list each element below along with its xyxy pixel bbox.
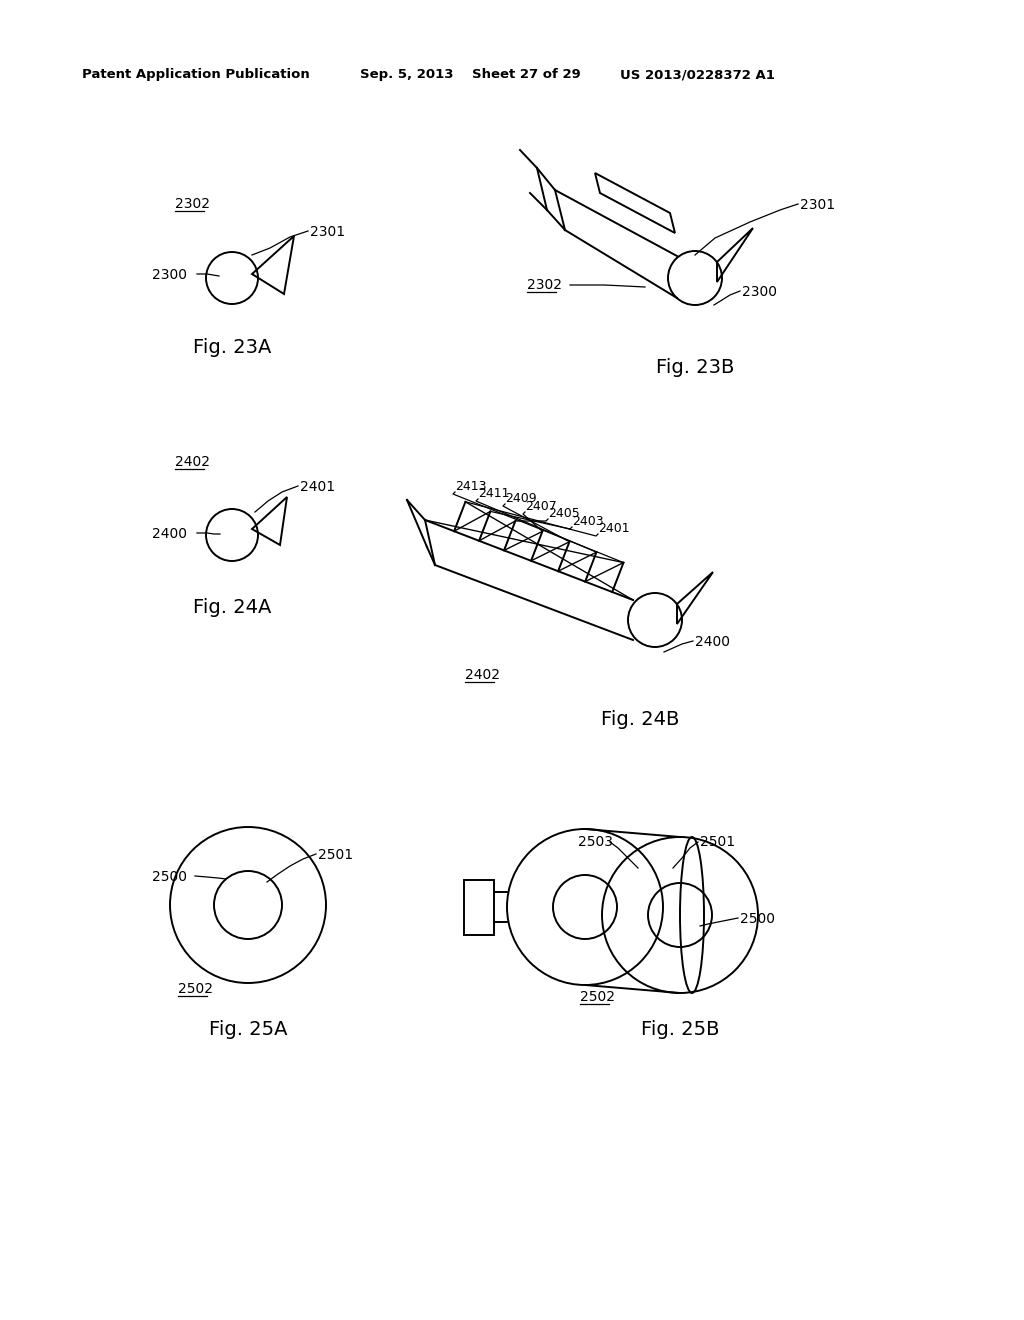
Text: Patent Application Publication: Patent Application Publication <box>82 69 309 81</box>
Text: Sep. 5, 2013: Sep. 5, 2013 <box>360 69 454 81</box>
Text: 2411: 2411 <box>478 487 510 500</box>
Text: 2401: 2401 <box>598 521 630 535</box>
Text: 2501: 2501 <box>318 847 353 862</box>
Text: Sheet 27 of 29: Sheet 27 of 29 <box>472 69 581 81</box>
Text: Fig. 25A: Fig. 25A <box>209 1020 288 1039</box>
Text: 2500: 2500 <box>740 912 775 927</box>
Text: US 2013/0228372 A1: US 2013/0228372 A1 <box>620 69 775 81</box>
Bar <box>464 879 494 935</box>
Text: 2301: 2301 <box>310 224 345 239</box>
Text: 2301: 2301 <box>800 198 836 213</box>
Text: 2302: 2302 <box>175 197 210 211</box>
Text: Fig. 23A: Fig. 23A <box>193 338 271 356</box>
Text: 2302: 2302 <box>527 279 562 292</box>
Text: 2500: 2500 <box>152 870 187 884</box>
Text: Fig. 24B: Fig. 24B <box>601 710 679 729</box>
Text: 2413: 2413 <box>455 480 486 492</box>
Text: 2502: 2502 <box>580 990 615 1005</box>
Text: 2300: 2300 <box>152 268 187 282</box>
Text: 2501: 2501 <box>700 836 735 849</box>
Text: 2403: 2403 <box>572 515 603 528</box>
Text: 2409: 2409 <box>505 492 537 506</box>
Text: 2300: 2300 <box>742 285 777 300</box>
Text: 2402: 2402 <box>175 455 210 469</box>
Text: Fig. 23B: Fig. 23B <box>655 358 734 378</box>
Text: 2502: 2502 <box>178 982 213 997</box>
Text: 2400: 2400 <box>695 635 730 649</box>
Text: Fig. 24A: Fig. 24A <box>193 598 271 616</box>
Text: Fig. 25B: Fig. 25B <box>641 1020 719 1039</box>
Text: 2405: 2405 <box>548 507 580 520</box>
Text: 2503: 2503 <box>578 836 613 849</box>
Text: 2407: 2407 <box>525 500 557 513</box>
Text: 2402: 2402 <box>465 668 500 682</box>
Text: 2401: 2401 <box>300 480 335 494</box>
Text: 2400: 2400 <box>152 527 187 541</box>
